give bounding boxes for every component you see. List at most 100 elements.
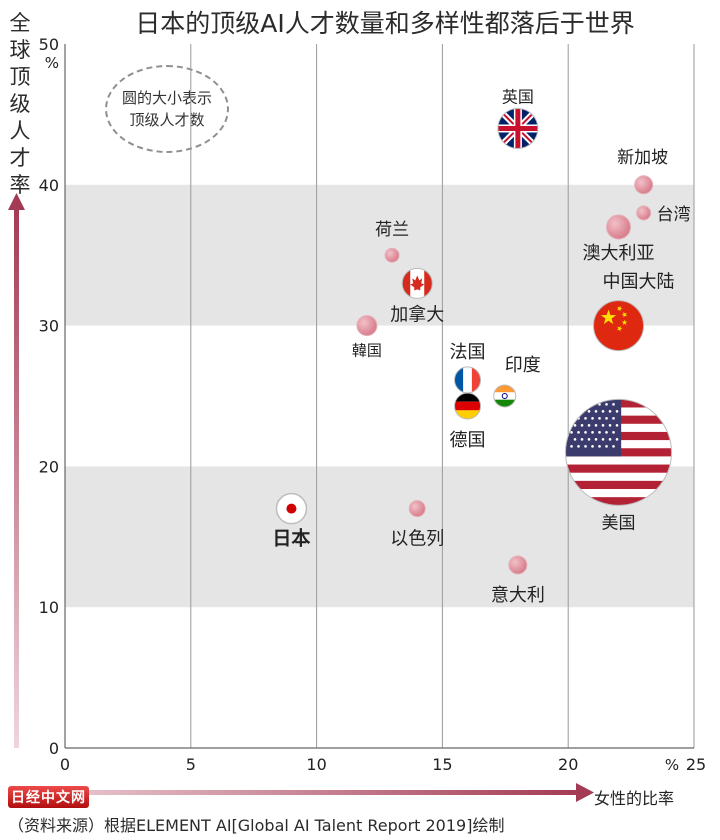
usa-stripe — [565, 456, 672, 466]
usa-star — [580, 438, 584, 441]
usa-star — [591, 431, 594, 434]
point-10-art — [493, 385, 516, 407]
canada-leaf — [410, 275, 425, 291]
usa-star — [584, 445, 587, 448]
y-axis-label-char: 全 — [9, 11, 31, 35]
point-13 — [408, 500, 426, 518]
point-1 — [634, 175, 654, 195]
canada-red-right — [424, 268, 433, 299]
point-label-1: 新加坡 — [617, 148, 668, 168]
india-saffron — [493, 385, 516, 393]
point-6 — [401, 267, 433, 299]
usa-star — [605, 445, 608, 448]
point-4 — [593, 300, 645, 352]
x-tick-label: 0 — [60, 755, 70, 774]
x-tick-label: 10 — [306, 755, 326, 774]
china-star — [600, 309, 617, 325]
usa-star — [591, 417, 594, 420]
point-0-art — [497, 108, 538, 149]
x-arrow-head — [576, 783, 594, 802]
point-label-9: 德国 — [450, 430, 486, 451]
usa-star — [584, 431, 587, 434]
usa-star — [570, 403, 573, 406]
usa-star — [615, 438, 619, 441]
usa-star — [587, 424, 591, 427]
point-8-art — [454, 366, 481, 393]
usa-star — [601, 410, 605, 413]
point-label-5: 荷兰 — [375, 220, 409, 240]
usa-star — [570, 445, 573, 448]
point-4-border — [593, 300, 645, 352]
usa-star — [608, 410, 612, 413]
point-10-border — [493, 384, 517, 408]
usa-star — [594, 424, 598, 427]
point-8 — [454, 366, 482, 394]
point-label-2: 台湾 — [657, 205, 691, 225]
y-axis-label-char: 才 — [9, 146, 31, 170]
usa-star — [584, 403, 587, 406]
usa-star — [587, 438, 591, 441]
usa-star — [573, 424, 577, 427]
usa-star — [605, 417, 608, 420]
usa-star — [577, 431, 580, 434]
y-axis-label-char: 人 — [9, 119, 31, 143]
usa-star — [577, 445, 580, 448]
point-0-border — [497, 107, 539, 149]
y-axis-label-text: 全球顶级人才率 — [8, 10, 32, 199]
point-3 — [606, 214, 632, 240]
point-label-10: 印度 — [505, 355, 541, 376]
usa-star — [594, 410, 598, 413]
usa-stripe — [565, 489, 672, 498]
usa-star — [598, 431, 601, 434]
y-arrow-shaft — [14, 208, 19, 748]
y-axis-label-char: 率 — [9, 173, 31, 197]
x-tick-label: 15 — [432, 755, 452, 774]
size-legend-line-1: 圆的大小表示 — [121, 89, 212, 107]
y-axis-label-char: 球 — [9, 38, 31, 62]
point-label-14: 意大利 — [491, 585, 545, 606]
point-label-3: 澳大利亚 — [583, 243, 655, 264]
usa-star — [591, 445, 594, 448]
x-unit-label: % — [665, 756, 679, 774]
y-tick-label: 30 — [39, 317, 59, 336]
y-axis-label-char: 级 — [9, 92, 31, 116]
china-star — [616, 305, 623, 312]
usa-star — [570, 431, 573, 434]
usa-star — [601, 424, 605, 427]
france-red — [471, 366, 481, 393]
x-axis-label: 女性的比率 — [594, 789, 675, 808]
usa-star — [587, 410, 591, 413]
usa-star — [573, 410, 577, 413]
x-tick-label: 5 — [186, 755, 196, 774]
usa-star — [580, 424, 584, 427]
y-unit-label: % — [45, 54, 59, 72]
y-arrow-head — [8, 193, 25, 210]
y-tick-label: 20 — [39, 457, 59, 476]
point-9 — [454, 392, 482, 420]
point-5 — [384, 247, 400, 263]
point-11-border — [565, 398, 673, 506]
usa-star — [615, 424, 619, 427]
usa-star — [601, 438, 605, 441]
x-tick-label: 25 — [686, 755, 706, 774]
india-white — [493, 392, 516, 400]
usa-star — [612, 417, 615, 420]
usa-star — [594, 438, 598, 441]
point-label-6: 加拿大 — [390, 303, 444, 325]
japan-sun — [286, 503, 297, 514]
y-tick-label: 10 — [39, 598, 59, 617]
india-chakra — [501, 393, 508, 399]
point-9-art — [454, 393, 481, 419]
usa-star — [612, 445, 615, 448]
point-12 — [275, 492, 308, 525]
point-14 — [508, 555, 528, 575]
china-star — [616, 325, 623, 332]
point-label-12: 日本 — [272, 527, 310, 550]
france-white — [463, 366, 472, 393]
source-note: （资料来源）根据ELEMENT AI[Global AI Talent Repo… — [8, 816, 505, 835]
usa-star — [615, 410, 619, 413]
y-tick-label: 40 — [39, 176, 59, 195]
usa-star — [570, 417, 573, 420]
